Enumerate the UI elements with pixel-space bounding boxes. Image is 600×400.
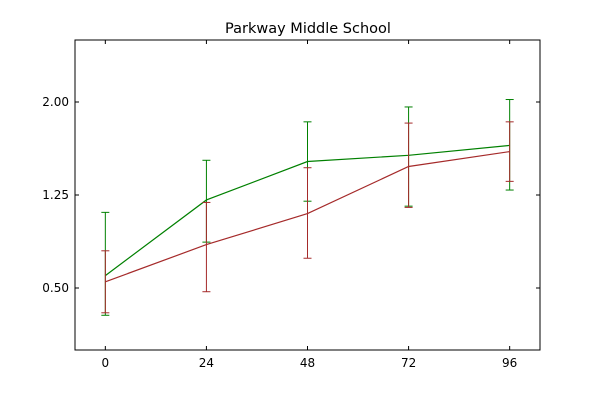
series-2: [101, 121, 514, 314]
y-tick-label: 2.00: [42, 95, 69, 109]
y-tick-label: 0.50: [42, 281, 69, 295]
x-tick-label: 0: [102, 356, 110, 370]
series-line-1: [104, 144, 510, 277]
series-line-2: [105, 151, 510, 283]
x-tick-label: 96: [502, 356, 517, 370]
x-tick-label: 48: [300, 356, 315, 370]
series-layer: [101, 99, 514, 316]
chart-title: Parkway Middle School: [225, 21, 391, 37]
ticks-layer: 0 24 48 72 96 0.50 1.25 2.00: [42, 40, 540, 370]
x-tick-label: 24: [199, 356, 214, 370]
x-tick-label: 72: [401, 356, 416, 370]
y-tick-label: 1.25: [42, 188, 69, 202]
